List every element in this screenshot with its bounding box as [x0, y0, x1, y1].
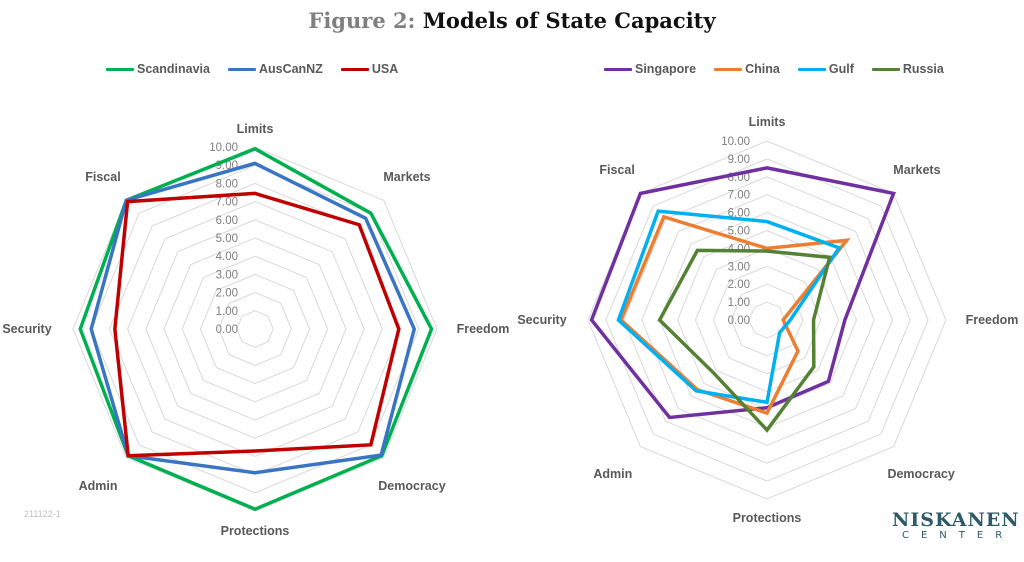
tick-label: 6.00	[216, 215, 238, 227]
grid-ring	[748, 301, 786, 339]
niskanen-logo: NISKANEN CENTER	[892, 509, 1020, 542]
legend-swatch	[797, 67, 826, 71]
tick-label: 2.00	[728, 279, 750, 291]
category-label: Security	[517, 313, 566, 327]
tick-label: 7.00	[728, 190, 750, 202]
legend-label: Gulf	[828, 62, 854, 76]
figure-number: Figure 2:	[308, 8, 416, 33]
legend-label: Russia	[902, 62, 944, 76]
legend-swatch	[871, 67, 900, 71]
radar-chart-1: Limits Markets Freedom Democracy Protections…	[517, 115, 1018, 525]
logo-line1: NISKANEN	[892, 509, 1020, 531]
grid-ring	[127, 201, 383, 457]
legend-left: Scandinavia AusCanNZ USA	[106, 62, 398, 76]
legend-label: Scandinavia	[137, 62, 210, 76]
category-label: Fiscal	[599, 163, 634, 177]
legend-swatch	[227, 67, 256, 71]
tick-label: 1.00	[728, 297, 750, 309]
tick-label: 1.00	[216, 306, 238, 318]
grid-ring	[623, 176, 911, 464]
series-russia	[657, 248, 832, 433]
grid-ring	[145, 219, 365, 439]
figure-title-text: Models of State Capacity	[422, 8, 716, 33]
tick-label: 5.00	[728, 226, 750, 238]
category-label: Admin	[79, 479, 118, 493]
category-label: Democracy	[887, 467, 954, 481]
legend-item-usa: USA	[340, 62, 399, 76]
tick-label: 9.00	[728, 154, 750, 166]
legend-item-gulf: Gulf	[797, 62, 854, 76]
tick-label: 3.00	[216, 269, 238, 281]
grid-ring	[712, 265, 822, 375]
grid-ring	[199, 273, 311, 385]
series-auscannz	[89, 161, 417, 475]
category-label: Markets	[893, 163, 940, 177]
tick-label: 7.00	[216, 197, 238, 209]
figure-title: Figure 2: Models of State Capacity	[0, 8, 1024, 33]
category-label: Admin	[593, 467, 632, 481]
legend-swatch	[604, 67, 632, 71]
legend-swatch	[106, 67, 134, 71]
legend-item-singapore: Singapore	[604, 62, 696, 76]
radar-chart-0: Limits Markets Freedom Democracy Protections…	[2, 122, 509, 538]
grid-ring	[218, 292, 292, 366]
category-label: Security	[2, 322, 51, 336]
category-label: Fiscal	[85, 170, 120, 184]
category-label: Protections	[221, 524, 290, 538]
grid-ring	[605, 158, 929, 482]
grid-ring	[694, 247, 840, 393]
legend-label: USA	[371, 62, 399, 76]
category-label: Limits	[237, 122, 274, 136]
tick-label: 0.00	[216, 324, 238, 336]
series-usa	[113, 191, 401, 458]
tick-label: 0.00	[728, 315, 750, 327]
series-scandinavia	[78, 146, 434, 512]
legend-label: China	[745, 62, 780, 76]
category-label: Markets	[383, 170, 430, 184]
series-singapore	[589, 166, 896, 420]
tick-label: 2.00	[216, 288, 238, 300]
tick-label: 10.00	[209, 142, 238, 154]
tick-label: 5.00	[216, 233, 238, 245]
grid-ring	[181, 255, 329, 403]
legend-right: Singapore China Gulf Russia	[604, 62, 944, 76]
legend-item-scandinavia: Scandinavia	[106, 62, 210, 76]
category-label: Freedom	[457, 322, 510, 336]
legend-label: AusCanNZ	[258, 62, 323, 76]
category-label: Democracy	[378, 479, 445, 493]
grid-ring	[108, 182, 402, 476]
logo-line2: CENTER	[902, 530, 1015, 541]
category-label: Freedom	[966, 313, 1019, 327]
grid-ring	[163, 237, 347, 421]
tick-label: 3.00	[728, 261, 750, 273]
tick-label: 8.00	[216, 178, 238, 190]
series-gulf	[616, 209, 842, 405]
category-label: Protections	[733, 511, 802, 525]
legend-label: Singapore	[635, 62, 697, 76]
figure-code: 211122-1	[24, 509, 61, 519]
legend-swatch	[340, 67, 369, 71]
legend-swatch	[714, 67, 743, 71]
legend-item-auscannz: AusCanNZ	[227, 62, 323, 76]
legend-item-china: China	[714, 62, 780, 76]
category-label: Limits	[749, 115, 786, 129]
tick-label: 10.00	[721, 136, 750, 148]
legend-item-russia: Russia	[871, 62, 944, 76]
tick-label: 4.00	[216, 251, 238, 263]
grid-ring	[236, 310, 274, 348]
